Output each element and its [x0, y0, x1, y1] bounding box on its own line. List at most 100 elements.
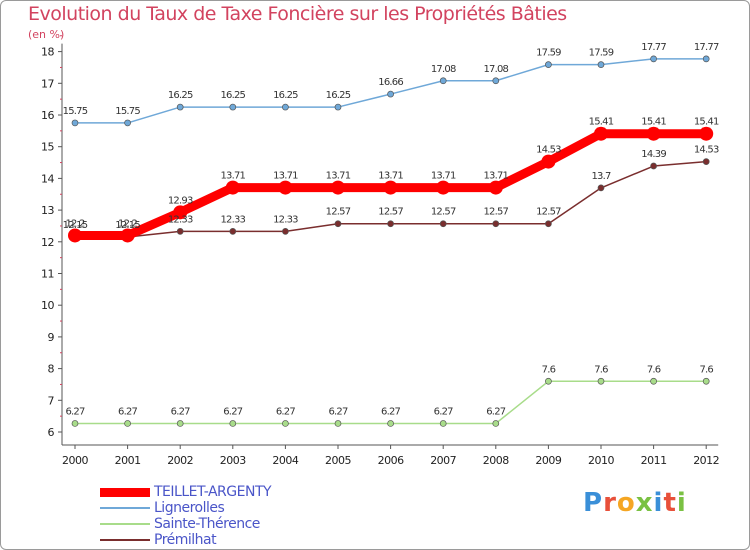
- data-label: 12.57: [536, 207, 561, 218]
- x-tick-label: 2010: [588, 454, 614, 467]
- data-label: 17.08: [431, 64, 456, 75]
- data-point: [229, 227, 237, 235]
- x-tick-label: 2008: [483, 454, 509, 467]
- data-point: [331, 180, 345, 195]
- data-point: [545, 220, 552, 228]
- data-point: [334, 420, 342, 427]
- x-tick-label: 2003: [220, 454, 246, 467]
- x-tick-label: 2001: [115, 454, 141, 467]
- data-label: 14.53: [694, 145, 719, 156]
- data-point: [68, 228, 82, 243]
- data-label: 7.6: [594, 364, 608, 375]
- data-label: 15.75: [115, 106, 140, 117]
- data-point: [597, 61, 605, 68]
- data-label: 15.41: [694, 117, 719, 128]
- data-point: [173, 205, 188, 220]
- data-point: [702, 377, 710, 385]
- x-tick-label: 2004: [272, 454, 298, 467]
- proxiti-logo: Proxiti: [583, 488, 687, 518]
- data-point: [646, 126, 661, 141]
- data-label: 12.57: [326, 207, 351, 218]
- data-point: [282, 227, 289, 235]
- legend-label: Prémilhat: [154, 532, 217, 548]
- x-tick-label: 2000: [62, 454, 88, 467]
- data-point: [71, 420, 79, 427]
- data-label: 12.93: [168, 195, 193, 206]
- data-point: [71, 119, 79, 127]
- data-label: 12.2: [65, 218, 85, 229]
- legend-swatch: [100, 516, 150, 532]
- data-label: 7.6: [647, 364, 661, 375]
- data-label: 13.71: [273, 171, 298, 182]
- legend-swatch: [100, 500, 150, 516]
- x-tick-label: 2005: [325, 454, 351, 467]
- data-point: [492, 220, 500, 228]
- data-point: [545, 61, 552, 68]
- data-point: [334, 220, 342, 228]
- data-point: [488, 180, 503, 195]
- data-label: 6.27: [276, 406, 296, 417]
- data-point: [229, 103, 237, 111]
- data-point: [387, 420, 394, 427]
- data-point: [545, 377, 552, 385]
- data-point: [436, 180, 451, 195]
- data-label: 15.75: [63, 106, 88, 117]
- data-label: 6.27: [434, 406, 454, 417]
- data-point: [702, 158, 710, 165]
- data-label: 6.27: [65, 406, 85, 417]
- data-point: [492, 420, 500, 427]
- data-label: 12.57: [378, 207, 403, 218]
- data-label: 15.41: [589, 117, 614, 128]
- data-label: 7.6: [699, 364, 713, 375]
- legend-label: Sainte-Thérence: [154, 516, 260, 532]
- x-tick-label: 2011: [641, 454, 667, 467]
- y-tick-label: 10: [41, 299, 54, 312]
- data-point: [278, 180, 293, 195]
- data-label: 13.71: [431, 171, 456, 182]
- y-tick-label: 13: [41, 204, 54, 217]
- x-tick-label: 2006: [378, 454, 404, 467]
- x-tick-label: 2002: [167, 454, 193, 467]
- y-tick-label: 9: [48, 331, 55, 344]
- data-label: 12.57: [483, 207, 508, 218]
- data-label: 12.33: [220, 214, 245, 225]
- data-label: 6.27: [171, 406, 191, 417]
- data-label: 6.27: [118, 406, 138, 417]
- data-label: 13.71: [378, 171, 403, 182]
- data-point: [597, 184, 605, 192]
- y-tick-label: 14: [41, 172, 54, 185]
- y-tick-label: 8: [48, 363, 55, 376]
- data-label: 12.33: [273, 214, 298, 225]
- data-point: [124, 119, 131, 127]
- legend-swatch: [100, 532, 150, 548]
- data-point: [650, 55, 657, 63]
- data-label: 12.2: [118, 218, 138, 229]
- data-label: 13.71: [483, 171, 508, 182]
- data-label: 17.59: [589, 48, 614, 59]
- data-label: 17.77: [641, 42, 666, 53]
- data-point: [387, 90, 394, 98]
- data-point: [282, 103, 289, 111]
- data-label: 14.53: [536, 145, 561, 156]
- data-label: 12.15: [115, 220, 140, 231]
- data-point: [120, 228, 135, 243]
- data-point: [492, 77, 500, 85]
- data-point: [439, 77, 447, 85]
- data-label: 13.7: [591, 171, 611, 182]
- y-tick-label: 6: [48, 426, 55, 439]
- data-point: [176, 420, 184, 427]
- data-point: [124, 420, 131, 427]
- x-tick-label: 2012: [693, 454, 719, 467]
- data-label: 17.08: [483, 64, 508, 75]
- data-point: [541, 154, 556, 169]
- data-label: 15.41: [641, 117, 666, 128]
- data-label: 6.27: [486, 406, 506, 417]
- data-label: 6.27: [223, 406, 243, 417]
- data-point: [439, 420, 447, 427]
- legend-label: TEILLET-ARGENTY: [154, 484, 272, 500]
- data-point: [650, 162, 657, 170]
- data-label: 16.25: [273, 90, 298, 101]
- data-point: [225, 180, 240, 195]
- data-label: 12.33: [168, 214, 193, 225]
